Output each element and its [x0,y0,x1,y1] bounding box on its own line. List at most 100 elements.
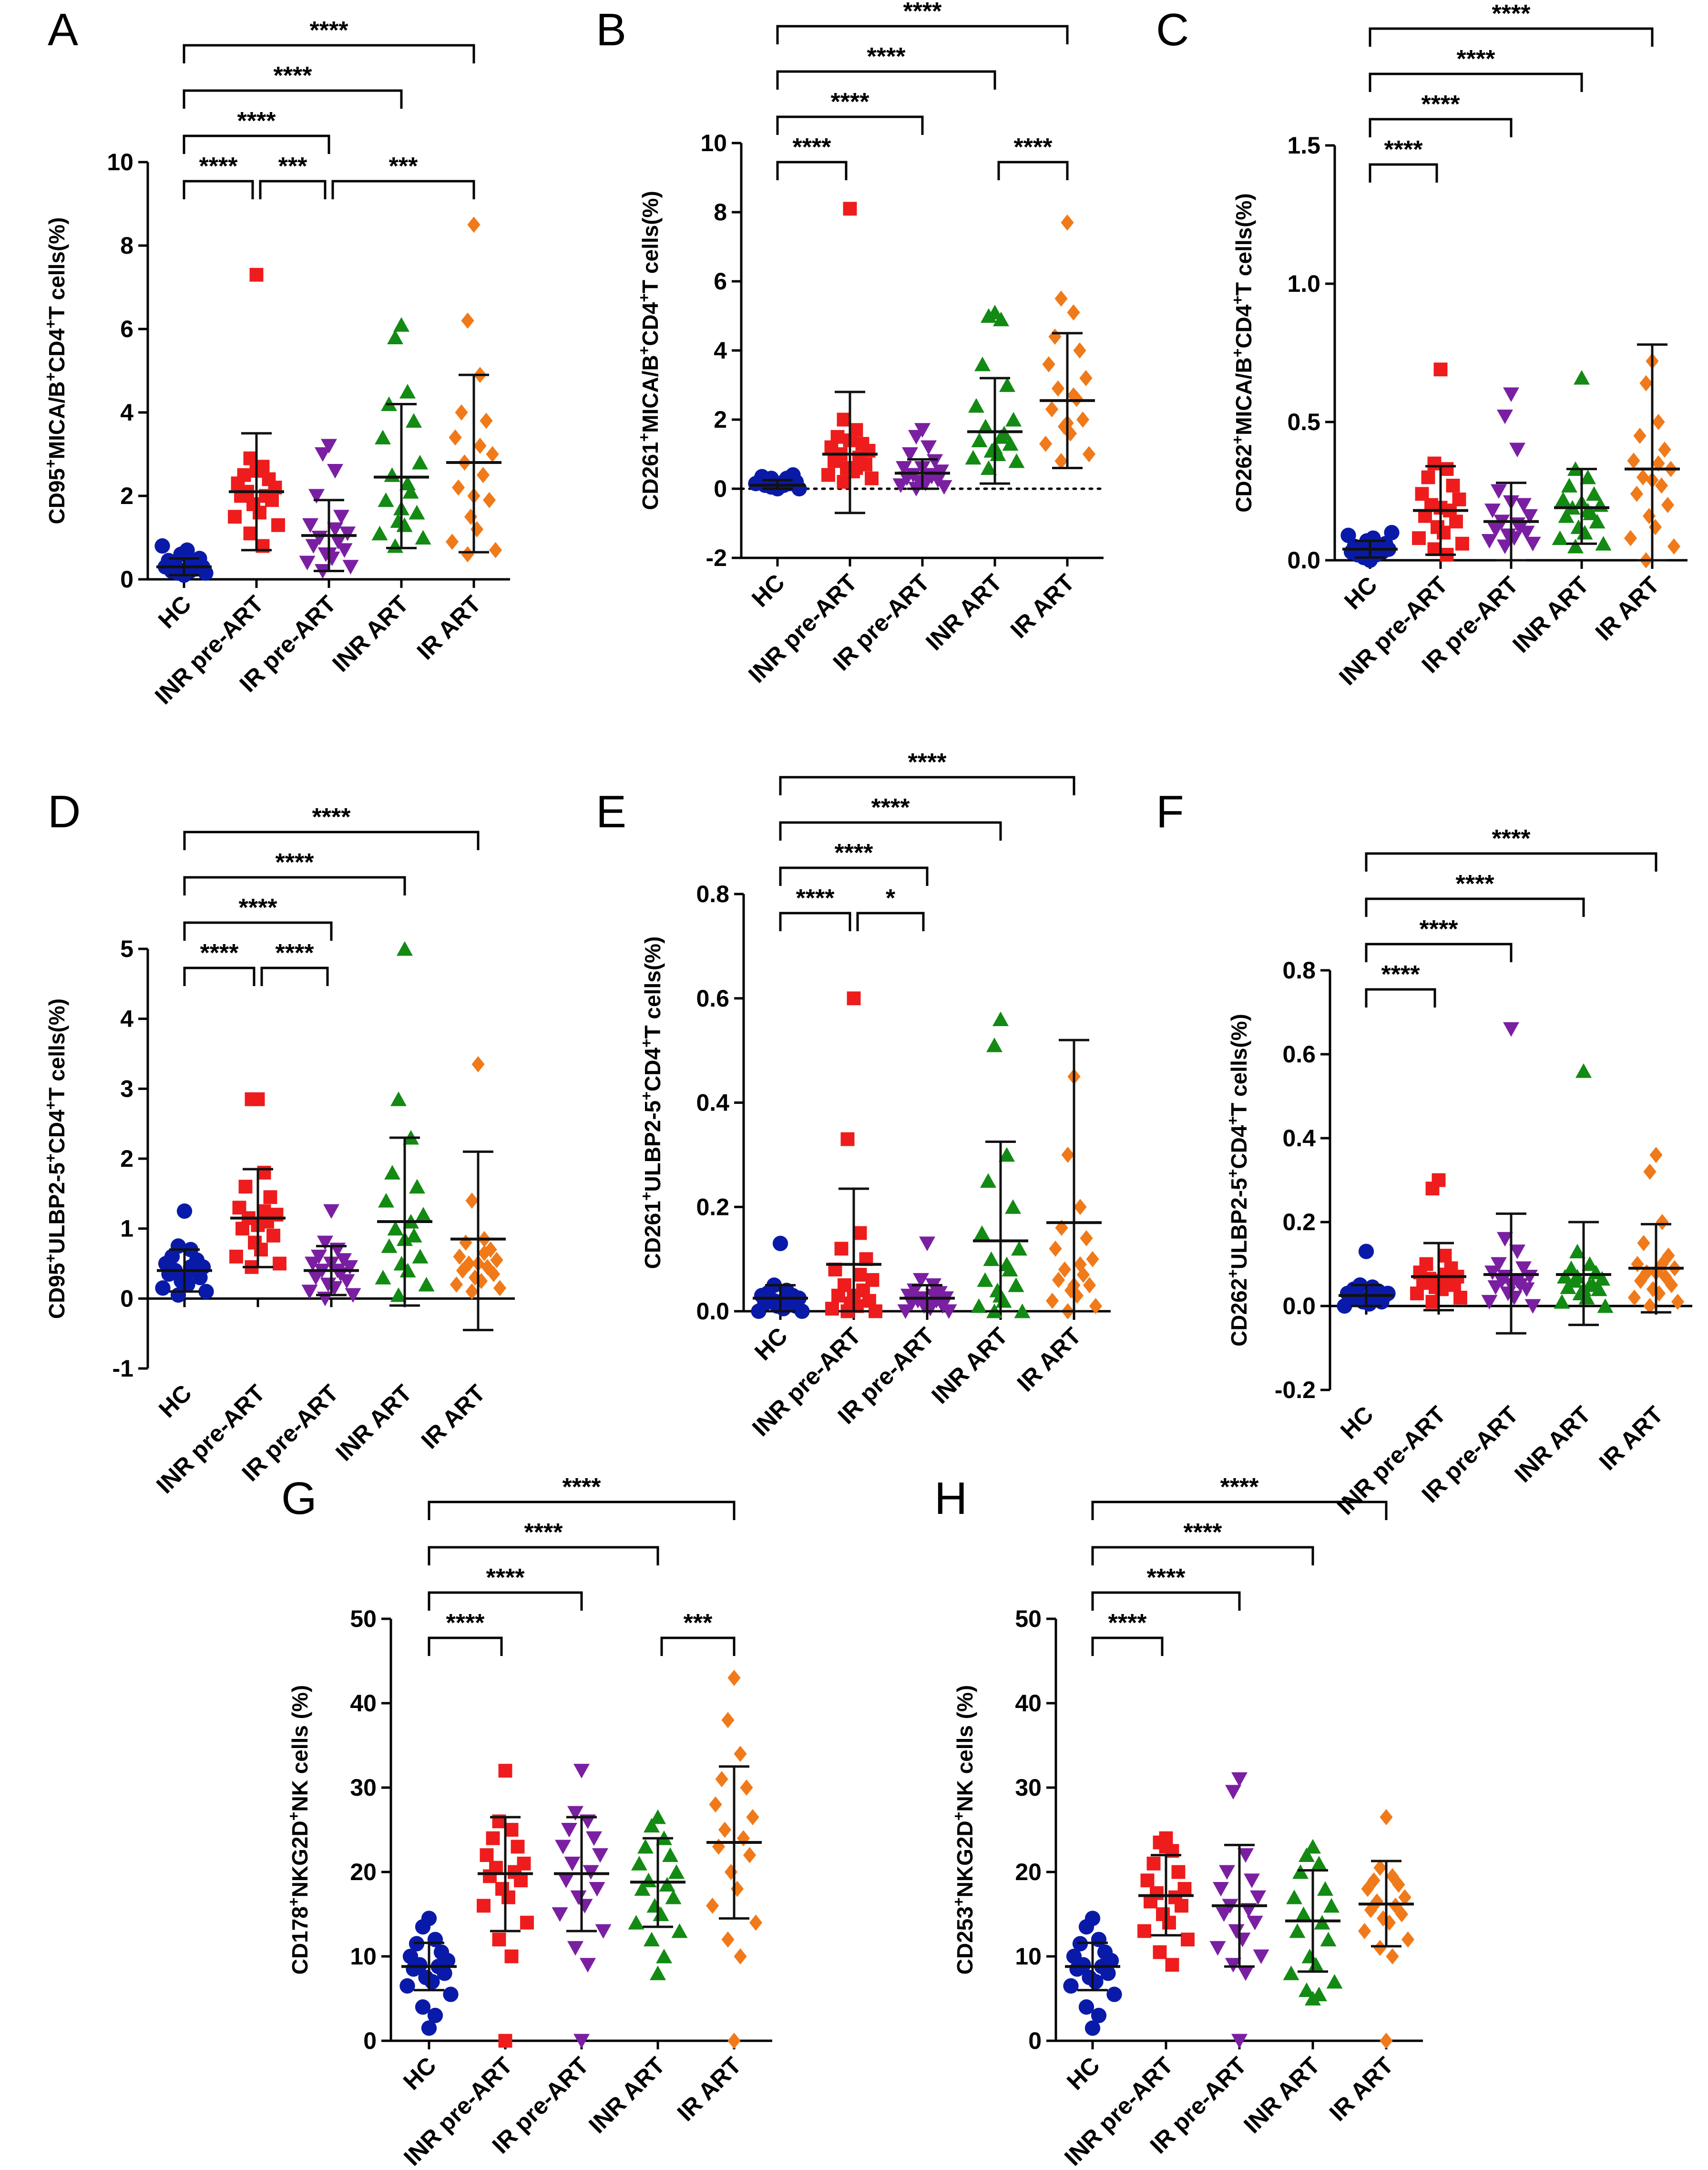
data-point [257,1165,271,1180]
data-point [1209,1941,1226,1956]
data-point [837,475,851,489]
y-tick-label: -2 [706,545,727,571]
data-point [1373,1940,1387,1956]
data-point [920,440,937,455]
y-tick-label: 8 [120,232,133,259]
data-point [1106,1986,1122,2002]
bracket-line [260,967,329,986]
bracket-line [428,1591,583,1611]
bracket-line [259,180,327,199]
data-point [853,1267,867,1282]
significance-label: **** [1457,45,1496,73]
y-tick-label: 20 [350,1859,377,1885]
data-point [662,1847,678,1862]
data-point [384,467,400,482]
data-point [384,1165,400,1180]
category-label: INR ART [1507,571,1594,658]
category-label: HC [1335,1401,1379,1444]
y-axis-title-part: + [635,293,653,302]
data-point [308,489,325,504]
data-point [1086,1251,1099,1267]
data-point [1554,1294,1570,1309]
data-point [1074,1256,1087,1273]
data-point [1305,1839,1321,1854]
data-point [1311,1856,1327,1871]
y-axis-title-part: + [1229,349,1246,358]
data-point [1655,477,1668,494]
significance-bracket: **** [1091,1519,1314,1565]
data-point [1299,1847,1315,1862]
data-point [1569,1244,1585,1259]
bracket-line [1365,988,1436,1008]
data-point [375,430,391,444]
bracket-line [776,25,1069,44]
bracket-line [183,44,475,63]
data-point [1153,1945,1167,1959]
data-point [321,439,337,454]
data-point [734,1948,747,1964]
significance-bracket: **** [1369,0,1654,47]
series-hc [155,1203,214,1303]
bracket-line [1091,1591,1241,1611]
data-point [1219,1865,1235,1880]
data-point [1515,498,1532,513]
data-point [271,518,285,532]
data-point [1250,1890,1266,1905]
data-point [981,460,997,475]
data-point [865,471,879,485]
significance-bracket: **** [1369,136,1438,183]
data-point [477,1899,491,1913]
data-point [999,1147,1015,1162]
y-tick-label: 2 [120,483,133,509]
data-point [1412,531,1426,545]
significance-bracket: **** [183,849,406,895]
data-point [1427,456,1442,471]
y-axis-title: CD178+NKG2D+NK cells (%) [285,1685,312,1975]
data-point [1061,1146,1074,1163]
category-label: INR ART [1238,2052,1325,2139]
category-label: HC [1062,2052,1105,2095]
data-point [772,1235,788,1251]
data-point [333,510,349,525]
y-axis-title: CD261+MICA/B+CD4+T cells(%) [635,191,663,510]
data-point [567,1941,583,1956]
data-point [1569,1269,1585,1284]
data-point [968,398,984,413]
data-point [301,1285,318,1299]
series-ir-art [1627,1147,1685,1314]
data-point [706,1897,719,1914]
data-point [1165,1958,1179,1972]
category-label: HC [747,569,790,612]
data-point [1557,1269,1573,1284]
y-tick-label: 4 [120,1006,133,1032]
category-label: IR ART [1324,2052,1399,2126]
data-point [580,1958,596,1973]
series-ir-art [1358,1809,1415,2049]
significance-bracket: **** [776,88,924,135]
y-axis-title-part: NKG2D [952,1820,977,1897]
data-point [461,312,474,329]
bracket-line [331,180,475,199]
y-axis-title-part: T cells(%) [44,998,69,1101]
series-ir-pre-art [1209,1772,1269,2049]
bracket-line [776,70,996,90]
data-point [345,1288,361,1303]
significance-label: **** [1220,1473,1259,1501]
significance-label: **** [1492,825,1531,853]
bracket-line [428,1501,736,1520]
data-point [1078,1919,1094,1935]
significance-bracket: **** [1091,1473,1388,1520]
bracket-line [183,89,403,109]
data-point [903,1296,920,1311]
data-point [1080,1230,1093,1246]
data-point [743,1847,757,1863]
data-point [399,1978,415,1994]
data-point [498,2034,512,2048]
y-axis-title-part: ULBP2-5 [1227,1178,1251,1269]
data-point [983,1251,1000,1266]
significance-bracket: * [856,884,925,931]
data-point [520,1915,534,1930]
y-tick-label: 0.0 [696,1298,729,1325]
data-point [1253,1949,1269,1964]
